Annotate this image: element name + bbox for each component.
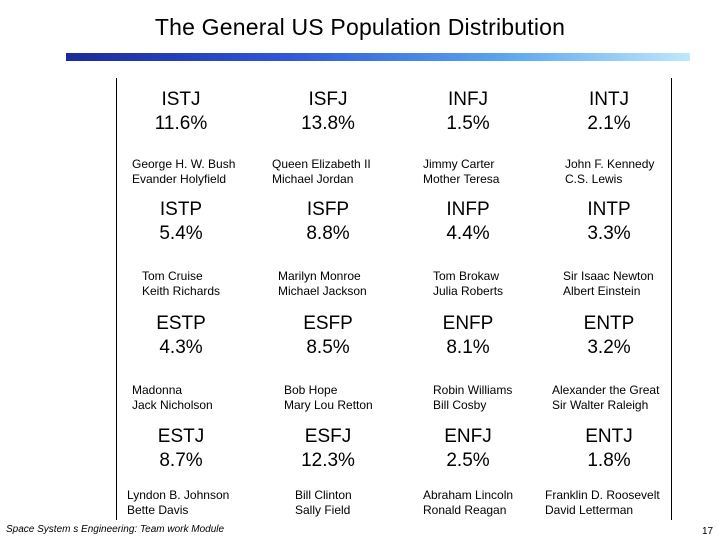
type-label: ESFP bbox=[303, 313, 353, 334]
famous-person: Franklin D. Roosevelt bbox=[545, 488, 660, 502]
type-label: ISFJ bbox=[308, 89, 348, 110]
famous-person: Marilyn Monroe bbox=[278, 269, 361, 283]
type-label: ENFJ bbox=[444, 426, 492, 447]
famous-person: Evander Holyfield bbox=[132, 172, 227, 186]
famous-person: Robin Williams bbox=[433, 383, 513, 397]
famous-person: Albert Einstein bbox=[563, 284, 641, 298]
type-percent: 13.8% bbox=[301, 113, 355, 134]
famous-person: Tom Brokaw bbox=[433, 269, 500, 283]
type-percent: 1.8% bbox=[587, 450, 631, 471]
famous-person: Bill Clinton bbox=[295, 488, 352, 502]
famous-person: Jimmy Carter bbox=[423, 157, 495, 171]
famous-person: David Letterman bbox=[545, 503, 634, 517]
famous-person: Bette Davis bbox=[127, 503, 189, 517]
famous-person: Sally Field bbox=[295, 503, 351, 517]
famous-person: Mary Lou Retton bbox=[284, 398, 373, 412]
type-percent: 3.3% bbox=[587, 223, 631, 244]
famous-person: Ronald Reagan bbox=[423, 503, 507, 517]
type-percent: 11.6% bbox=[154, 113, 208, 134]
type-label: ISTJ bbox=[161, 89, 201, 110]
footer-text: Space System s Engineering: Team work Mo… bbox=[6, 524, 225, 535]
type-percent: 4.4% bbox=[446, 223, 490, 244]
type-percent: 8.7% bbox=[159, 450, 203, 471]
type-percent: 8.1% bbox=[446, 337, 490, 358]
page-title: The General US Population Distribution bbox=[154, 14, 566, 40]
title-underline-bar bbox=[66, 53, 690, 61]
famous-person: Alexander the Great bbox=[552, 383, 660, 397]
famous-person: Sir Isaac Newton bbox=[563, 269, 654, 283]
type-percent: 2.1% bbox=[587, 113, 631, 134]
type-label: ESTP bbox=[156, 313, 206, 334]
type-label: INFJ bbox=[447, 89, 489, 110]
type-label: INTJ bbox=[588, 89, 630, 110]
famous-person: George H. W. Bush bbox=[132, 157, 236, 171]
type-label: ISTP bbox=[159, 199, 203, 220]
famous-person: Bob Hope bbox=[284, 383, 338, 397]
famous-person: Mother Teresa bbox=[423, 172, 500, 186]
famous-person: C.S. Lewis bbox=[565, 172, 623, 186]
type-percent: 4.3% bbox=[159, 337, 203, 358]
type-percent: 1.5% bbox=[446, 113, 490, 134]
type-label: ESTJ bbox=[157, 426, 205, 447]
type-percent: 3.2% bbox=[587, 337, 631, 358]
type-label: ENFP bbox=[442, 313, 494, 334]
type-percent: 8.5% bbox=[306, 337, 350, 358]
famous-person: Bill Cosby bbox=[433, 398, 487, 412]
famous-person: John F. Kennedy bbox=[565, 157, 655, 171]
famous-person: Sir Walter Raleigh bbox=[552, 398, 649, 412]
type-label: INFP bbox=[446, 199, 490, 220]
type-grid: ISTJ 11.6% George H. W. Bush Evander Holyfi… bbox=[116, 78, 672, 520]
famous-person: Jack Nicholson bbox=[132, 398, 213, 412]
famous-person: Abraham Lincoln bbox=[423, 488, 514, 502]
type-percent: 12.3% bbox=[301, 450, 355, 471]
type-label: INTP bbox=[587, 199, 631, 220]
type-percent: 2.5% bbox=[446, 450, 490, 471]
famous-person: Queen Elizabeth II bbox=[272, 157, 371, 171]
famous-person: Tom Cruise bbox=[142, 269, 203, 283]
type-label: ESFJ bbox=[304, 426, 352, 447]
type-percent: 8.8% bbox=[306, 223, 350, 244]
type-label: ENTP bbox=[583, 313, 635, 334]
famous-person: Michael Jordan bbox=[272, 172, 354, 186]
type-label: ENTJ bbox=[585, 426, 633, 447]
famous-person: Michael Jackson bbox=[278, 284, 367, 298]
famous-person: Keith Richards bbox=[142, 284, 221, 298]
famous-person: Lyndon B. Johnson bbox=[127, 488, 230, 502]
famous-person: Julia Roberts bbox=[433, 284, 504, 298]
famous-person: Madonna bbox=[132, 383, 183, 397]
type-percent: 5.4% bbox=[159, 223, 203, 244]
page-number: 17 bbox=[702, 526, 714, 537]
type-label: ISFP bbox=[306, 199, 350, 220]
